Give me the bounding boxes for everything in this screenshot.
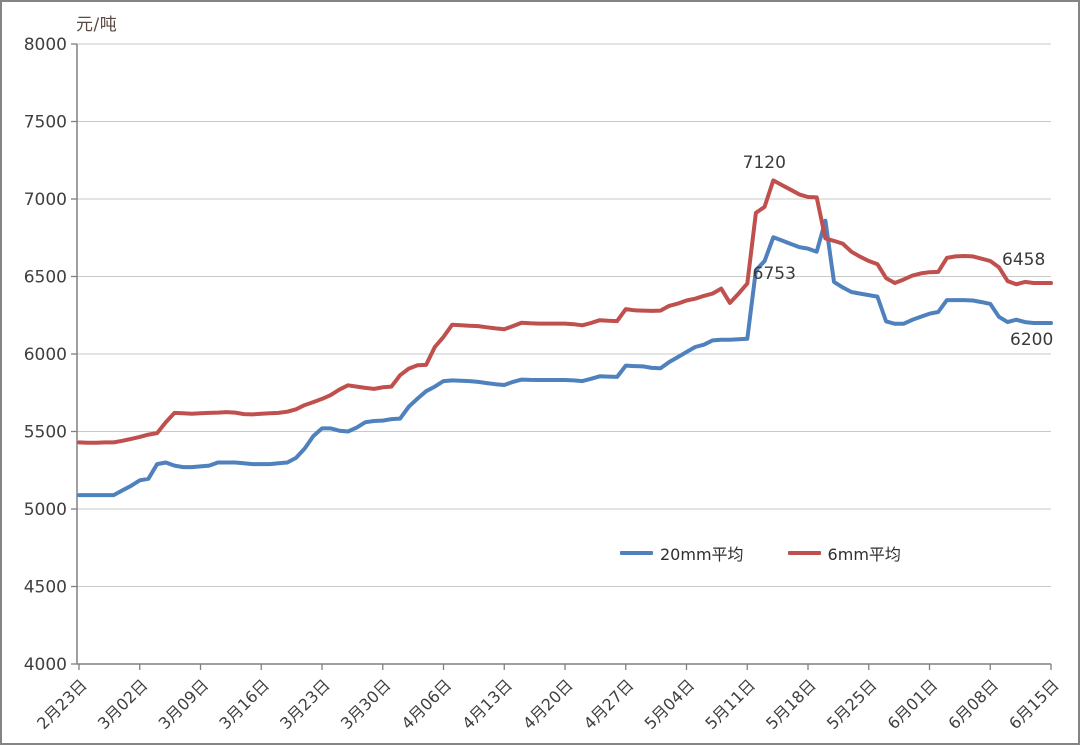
legend-line-swatch-6mm bbox=[787, 551, 821, 555]
legend-line-swatch-20mm bbox=[620, 551, 653, 555]
legend-label-20mm: 20mm平均 bbox=[660, 545, 744, 564]
y-axis-tick-label: 4000 bbox=[24, 655, 67, 675]
x-axis-tick-label: 6月08日 bbox=[944, 675, 1002, 733]
legend-item-6mm: 6mm平均 bbox=[787, 541, 901, 565]
x-axis-tick-label: 5月18日 bbox=[762, 675, 820, 733]
y-axis-tick-label: 6000 bbox=[24, 345, 67, 365]
x-axis-tick-label: 5月25日 bbox=[823, 675, 881, 733]
data-point-label-6200: 6200 bbox=[1010, 330, 1054, 350]
x-axis-tick-label: 5月04日 bbox=[641, 675, 699, 733]
series-line-6mm平均 bbox=[77, 178, 1053, 445]
x-axis-tick-label: 3月16日 bbox=[215, 675, 273, 733]
x-axis-tick-label: 3月30日 bbox=[337, 675, 395, 733]
x-axis-tick-label: 2月23日 bbox=[33, 675, 91, 733]
x-axis-tick-label: 3月23日 bbox=[276, 675, 334, 733]
x-axis-tick-label: 4月06日 bbox=[398, 675, 456, 733]
x-axis-tick-label: 3月09日 bbox=[155, 675, 213, 733]
y-axis-tick-label: 4500 bbox=[24, 578, 67, 598]
x-axis-tick-label: 4月20日 bbox=[519, 675, 577, 733]
x-axis-tick-label: 4月27日 bbox=[580, 675, 638, 733]
y-axis-tick-label: 5000 bbox=[24, 500, 67, 520]
x-axis-tick-label: 4月13日 bbox=[458, 675, 516, 733]
series-line-20mm平均 bbox=[77, 218, 1053, 498]
legend-item-20mm: 20mm平均 bbox=[620, 541, 744, 565]
legend-label-6mm: 6mm平均 bbox=[827, 545, 901, 564]
y-axis-tick-label: 6500 bbox=[24, 268, 67, 288]
y-axis-tick-label: 7500 bbox=[24, 113, 67, 133]
y-axis-unit-label: 元/吨 bbox=[76, 15, 118, 35]
data-point-label-7120: 7120 bbox=[742, 153, 786, 174]
y-axis-tick-label: 7000 bbox=[24, 190, 67, 210]
y-axis-tick-label: 5500 bbox=[24, 423, 67, 443]
x-axis-tick-label: 6月01日 bbox=[884, 675, 942, 733]
x-axis-tick-label: 6月15日 bbox=[1005, 675, 1063, 733]
x-axis-tick-label: 3月02日 bbox=[94, 675, 152, 733]
y-axis-tick-label: 8000 bbox=[24, 35, 67, 55]
chart-legend: 20mm平均 6mm平均 bbox=[620, 541, 901, 565]
data-point-label-6753: 6753 bbox=[752, 264, 796, 285]
x-axis-tick-label: 5月11日 bbox=[701, 675, 759, 733]
data-point-label-6458: 6458 bbox=[1002, 250, 1046, 270]
